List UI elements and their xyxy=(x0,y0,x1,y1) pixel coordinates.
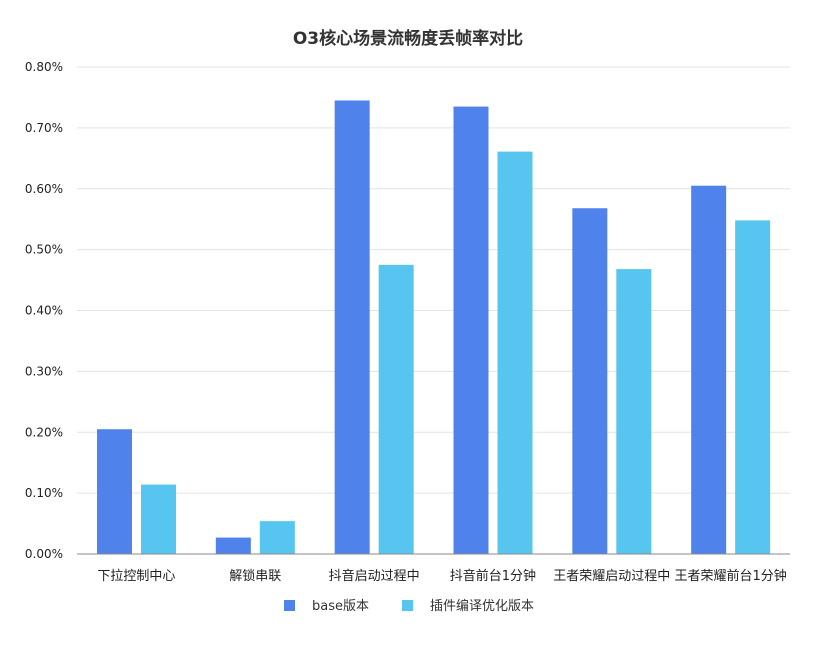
bar-optimized xyxy=(616,269,652,554)
legend: base版本 插件编译优化版本 xyxy=(284,599,534,614)
bar-base xyxy=(334,100,370,554)
y-tick-label: 0.50% xyxy=(25,243,63,257)
bar-optimized xyxy=(378,264,414,554)
y-tick-label: 0.00% xyxy=(25,547,63,561)
bar-base xyxy=(691,185,727,555)
bar-base xyxy=(215,537,251,554)
chart-title: O3核心场景流畅度丢帧率对比 xyxy=(293,28,523,49)
bar-optimized xyxy=(497,151,533,554)
bar-base xyxy=(97,429,132,554)
bar-optimized xyxy=(735,220,771,554)
bar-optimized xyxy=(259,521,295,554)
legend-swatch xyxy=(284,600,295,611)
x-category-label: 抖音前台1分钟 xyxy=(450,568,536,584)
bar-base xyxy=(453,106,489,554)
y-tick-label: 0.70% xyxy=(25,121,63,135)
bar-base xyxy=(572,208,608,555)
y-axis-ticks: 0.00% 0.10% 0.20% 0.30% 0.40% 0.50% 0.60% 0.70%… xyxy=(25,60,63,561)
y-tick-label: 0.30% xyxy=(25,364,63,378)
legend-swatch xyxy=(402,600,413,611)
x-category-label: 抖音启动过程中 xyxy=(329,568,420,584)
gridlines xyxy=(77,66,790,494)
y-tick-label: 0.80% xyxy=(25,60,63,74)
x-category-label: 王者荣耀前台1分钟 xyxy=(674,568,786,584)
y-tick-label: 0.10% xyxy=(25,486,63,500)
bars xyxy=(97,100,771,555)
legend-label: base版本 xyxy=(312,599,369,614)
x-axis-categories: 下拉控制中心 解锁串联 抖音启动过程中 抖音前台1分钟 王者荣耀启动过程中 王者荣耀前台1… xyxy=(97,568,786,584)
bar-optimized xyxy=(141,484,176,554)
y-tick-label: 0.20% xyxy=(25,425,63,439)
x-category-label: 下拉控制中心 xyxy=(97,569,175,584)
x-category-label: 王者荣耀启动过程中 xyxy=(553,569,670,584)
legend-label: 插件编译优化版本 xyxy=(430,599,534,614)
y-tick-label: 0.60% xyxy=(25,182,63,196)
y-tick-label: 0.40% xyxy=(25,304,63,318)
x-category-label: 解锁串联 xyxy=(229,568,281,584)
